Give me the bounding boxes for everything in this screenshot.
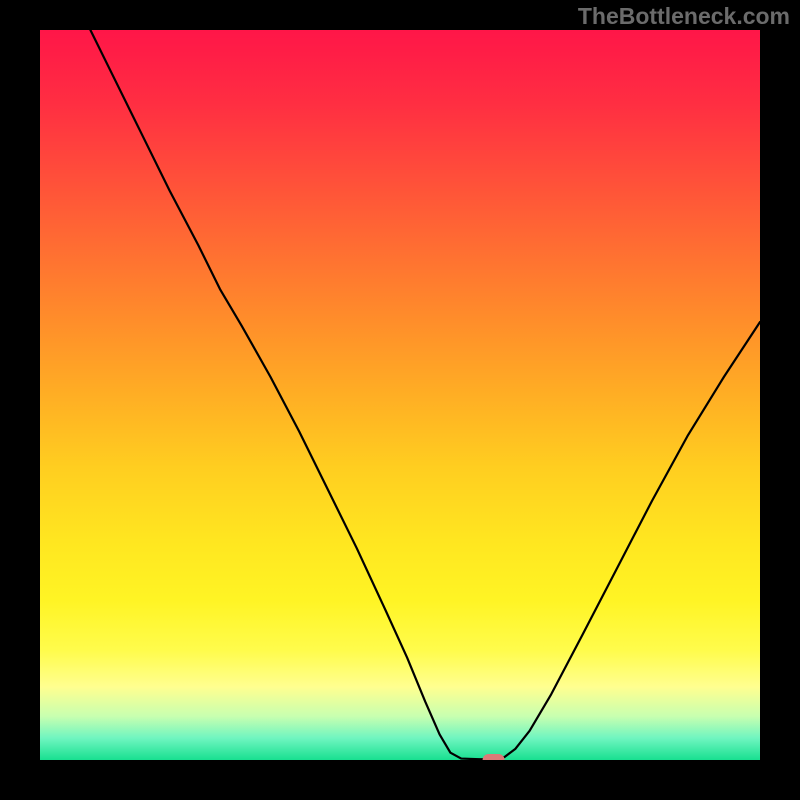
watermark-text: TheBottleneck.com: [578, 3, 790, 29]
bottleneck-chart: TheBottleneck.com: [0, 0, 800, 800]
plot-background: [40, 30, 760, 760]
chart-container: TheBottleneck.com: [0, 0, 800, 800]
